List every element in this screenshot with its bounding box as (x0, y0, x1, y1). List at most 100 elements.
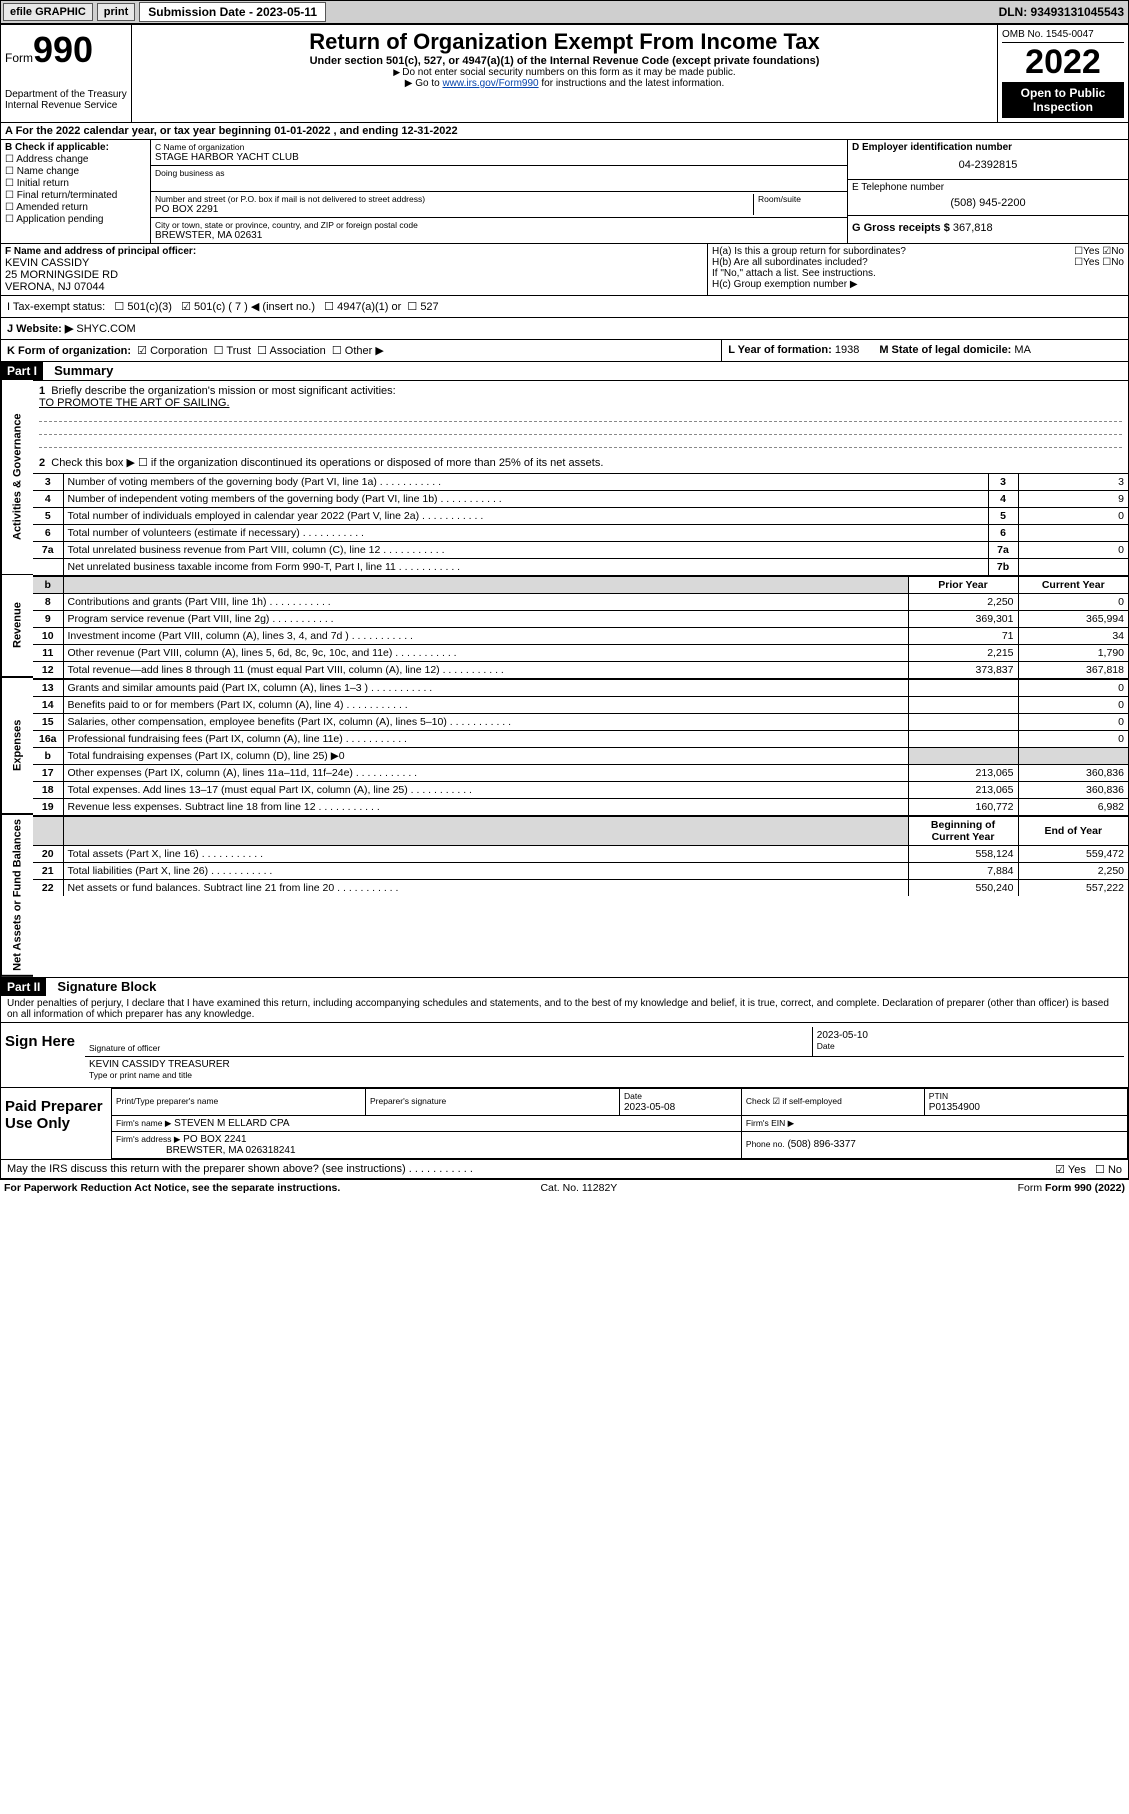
ptin-value: P01354900 (929, 1102, 980, 1113)
summary-section: Activities & Governance 1 Briefly descri… (1, 380, 1128, 977)
penalty-statement: Under penalties of perjury, I declare th… (1, 996, 1128, 1022)
col-end: End of Year (1018, 816, 1128, 845)
prep-name-label: Print/Type preparer's name (116, 1096, 218, 1106)
submission-date: Submission Date - 2023-05-11 (139, 2, 326, 22)
prep-date-label: Date (624, 1091, 642, 1101)
chk-amended[interactable]: ☐ Amended return (5, 202, 146, 213)
prep-sig-label: Preparer's signature (370, 1096, 446, 1106)
year-formation: 1938 (835, 344, 859, 356)
hb-label: H(b) Are all subordinates included? (712, 257, 868, 268)
firm-ein-label: Firm's EIN ▶ (746, 1118, 794, 1128)
goto-post: for instructions and the latest informat… (539, 78, 725, 89)
chk-initial[interactable]: ☐ Initial return (5, 178, 146, 189)
signature-block: Sign Here Signature of officer 2023-05-1… (1, 1022, 1128, 1087)
omb-number: OMB No. 1545-0047 (1002, 29, 1124, 43)
may-irs-row: May the IRS discuss this return with the… (1, 1159, 1128, 1178)
phone-value: (508) 945-2200 (852, 193, 1124, 213)
irs-label: Internal Revenue Service (5, 100, 127, 111)
governance-table: 3Number of voting members of the governi… (33, 473, 1128, 575)
section-h: H(a) Is this a group return for subordin… (708, 244, 1128, 295)
tax-year: 2022 (1002, 43, 1124, 82)
form-frame: Form990 Department of the Treasury Inter… (0, 24, 1129, 1179)
section-c: C Name of organization STAGE HARBOR YACH… (151, 140, 848, 243)
tax-exempt-label: I Tax-exempt status: (7, 301, 105, 313)
top-toolbar: efile GRAPHIC print Submission Date - 20… (0, 0, 1129, 24)
gross-receipts-value: 367,818 (953, 222, 993, 234)
firm-name-label: Firm's name ▶ (116, 1118, 171, 1128)
right-col: D Employer identification number 04-2392… (848, 140, 1128, 243)
chk-name[interactable]: ☐ Name change (5, 166, 146, 177)
chk-pending[interactable]: ☐ Application pending (5, 214, 146, 225)
expenses-table: 13Grants and similar amounts paid (Part … (33, 678, 1128, 815)
hc-label: H(c) Group exemption number ▶ (712, 279, 1124, 290)
section-b: B Check if applicable: ☐ Address change … (1, 140, 151, 243)
ein-value: 04-2392815 (852, 153, 1124, 177)
form-subtitle-1: Under section 501(c), 527, or 4947(a)(1)… (136, 55, 993, 67)
form-header: Form990 Department of the Treasury Inter… (1, 25, 1128, 123)
firm-addr2: BREWSTER, MA 026318241 (166, 1145, 296, 1156)
vlabel-net: Net Assets or Fund Balances (1, 815, 33, 977)
4947a1: 4947(a)(1) or (337, 301, 401, 313)
footer-right: Form 990 (2022) (1045, 1182, 1125, 1194)
527: 527 (420, 301, 438, 313)
firm-name: STEVEN M ELLARD CPA (174, 1118, 289, 1129)
prep-phone-label: Phone no. (746, 1139, 785, 1149)
part2-header: Part II Signature Block (1, 977, 1128, 996)
main-info-grid: B Check if applicable: ☐ Address change … (1, 139, 1128, 243)
may-irs-text: May the IRS discuss this return with the… (7, 1163, 406, 1175)
chk-final[interactable]: ☐ Final return/terminated (5, 190, 146, 201)
revenue-header: bPrior YearCurrent Year (33, 575, 1128, 593)
mission-label: Briefly describe the organization's miss… (51, 385, 395, 397)
hb-note: If "No," attach a list. See instructions… (712, 268, 1124, 279)
preparer-label: Paid Preparer Use Only (1, 1088, 111, 1159)
501c7: 501(c) ( 7 ) ◀ (insert no.) (194, 301, 315, 313)
other: Other ▶ (345, 345, 384, 357)
501c3: 501(c)(3) (127, 301, 172, 313)
row-a-tax-year: A For the 2022 calendar year, or tax yea… (1, 123, 1128, 139)
website-value: SHYC.COM (76, 323, 135, 335)
year-formation-label: L Year of formation: (728, 344, 832, 356)
revenue-table: 8Contributions and grants (Part VIII, li… (33, 593, 1128, 678)
footer-cat: Cat. No. 11282Y (540, 1182, 617, 1194)
domicile-label: M State of legal domicile: (879, 344, 1011, 356)
addr-label: Number and street (or P.O. box if mail i… (155, 194, 753, 204)
firm-addr-label: Firm's address ▶ (116, 1134, 180, 1144)
net-table: 20Total assets (Part X, line 16)558,1245… (33, 845, 1128, 896)
open-public-badge: Open to Public Inspection (1002, 82, 1124, 118)
vlabel-governance: Activities & Governance (1, 380, 33, 575)
prep-check-label: Check ☑ if self-employed (746, 1096, 842, 1106)
gross-receipts-label: G Gross receipts $ (852, 222, 950, 234)
mission-text: TO PROMOTE THE ART OF SAILING. (39, 397, 230, 409)
sign-here-label: Sign Here (1, 1023, 81, 1087)
form-number: 990 (33, 29, 93, 70)
print-button[interactable]: print (97, 3, 135, 21)
org-address: PO BOX 2291 (155, 204, 753, 215)
row-i: I Tax-exempt status: ☐ 501(c)(3) ☑ 501(c… (1, 295, 1128, 317)
ha-label: H(a) Is this a group return for subordin… (712, 246, 906, 257)
irs-link[interactable]: www.irs.gov/Form990 (442, 78, 538, 89)
sig-name-title: KEVIN CASSIDY TREASURER (89, 1059, 1120, 1070)
form-org-label: K Form of organization: (7, 345, 131, 357)
col-prior: Prior Year (908, 576, 1018, 593)
vlabel-revenue: Revenue (1, 575, 33, 678)
org-name-label: C Name of organization (155, 142, 843, 152)
section-f: F Name and address of principal officer:… (1, 244, 708, 295)
line2: 2 Check this box ▶ ☐ if the organization… (33, 452, 1128, 473)
officer-addr1: 25 MORNINGSIDE RD (5, 269, 703, 281)
chk-address[interactable]: ☐ Address change (5, 154, 146, 165)
trust: Trust (226, 345, 251, 357)
part1-title: Summary (46, 363, 113, 378)
part1-tag: Part I (1, 362, 43, 380)
corp: Corporation (150, 345, 207, 357)
line1-num: 1 (39, 385, 45, 397)
col-begin: Beginning of Current Year (908, 816, 1018, 845)
section-fh: F Name and address of principal officer:… (1, 243, 1128, 295)
efile-button[interactable]: efile GRAPHIC (3, 3, 93, 21)
city-label: City or town, state or province, country… (155, 220, 843, 230)
sig-date: 2023-05-10 (817, 1030, 1120, 1041)
prep-date: 2023-05-08 (624, 1102, 675, 1113)
ein-label: D Employer identification number (852, 142, 1124, 153)
room-label: Room/suite (758, 194, 843, 204)
form-word: Form (5, 51, 33, 65)
part2-title: Signature Block (49, 979, 156, 994)
